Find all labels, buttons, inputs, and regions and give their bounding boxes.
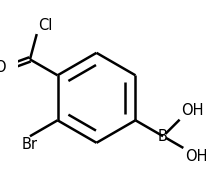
Text: B: B [158,129,168,144]
Text: Cl: Cl [38,18,52,33]
Text: Br: Br [22,137,38,152]
Text: O: O [0,60,6,75]
Text: OH: OH [181,103,204,118]
Text: OH: OH [185,149,206,164]
